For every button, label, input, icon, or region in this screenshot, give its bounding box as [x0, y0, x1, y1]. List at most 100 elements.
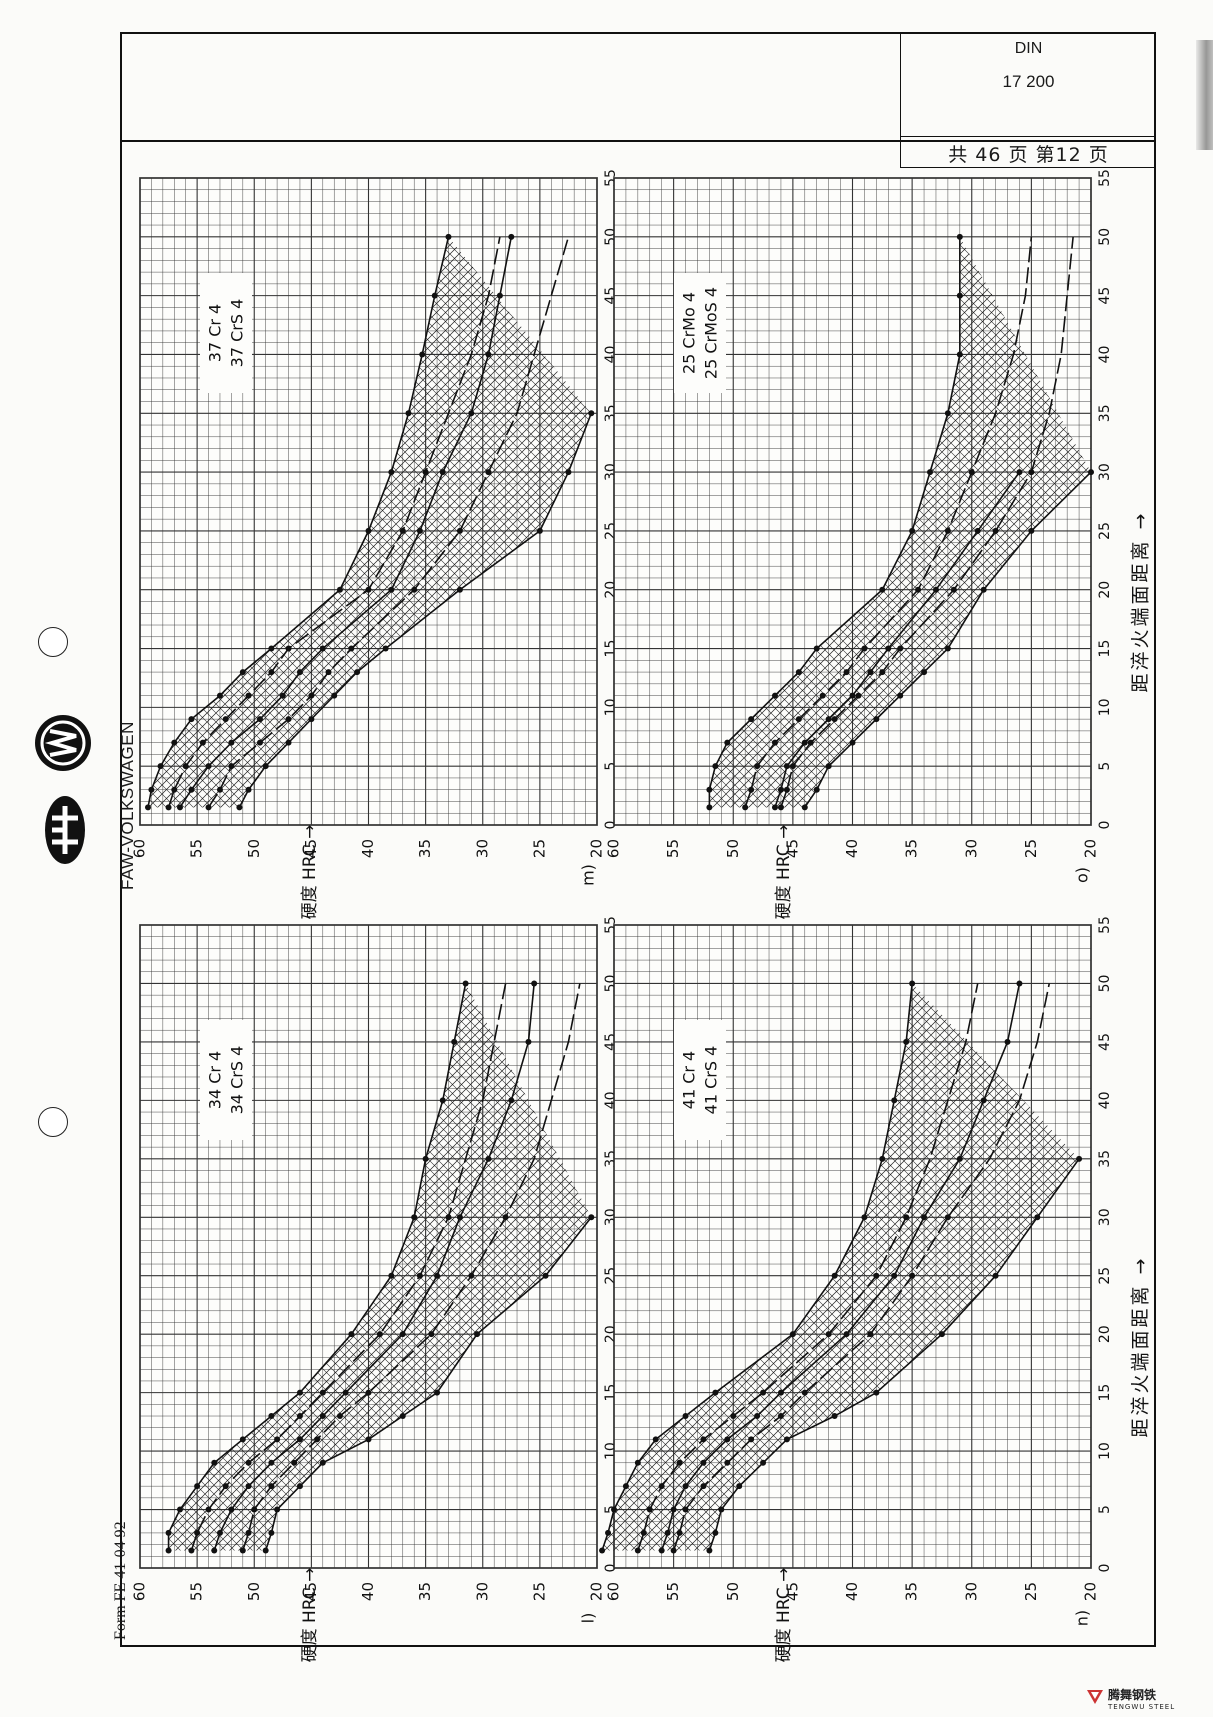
hatch-line [147, 236, 328, 808]
hardness-tick-label: 35 [903, 839, 921, 858]
hatch-line [184, 983, 592, 1551]
hatch-line [1163, 868, 1213, 1568]
data-point [777, 786, 784, 793]
hatch-line [1136, 125, 1213, 825]
distance-tick-label: 20 [1097, 1325, 1113, 1343]
hatch-line [0, 868, 129, 1568]
hatch-line [709, 236, 1091, 808]
data-point [873, 716, 880, 723]
data-point [634, 1459, 641, 1466]
data-point [664, 1529, 671, 1536]
hatch-line [0, 868, 12, 1568]
data-point [891, 1272, 898, 1279]
hatch-line [0, 925, 84, 1625]
data-point [682, 1483, 689, 1490]
data-point [771, 739, 778, 746]
data-point [176, 1506, 183, 1513]
steel-grade-label: 25 CrMoS 4 [702, 287, 721, 379]
data-point [771, 804, 778, 811]
data-point [1016, 980, 1023, 987]
data-point [365, 527, 372, 534]
hatch-line [712, 236, 1091, 808]
chart-panel-l: 6055504540353025200510152025303540455055… [0, 868, 620, 1662]
hatch-line [0, 925, 30, 1625]
hatch-line [168, 983, 391, 1551]
data-point [434, 1389, 441, 1396]
hatch-line [709, 236, 910, 808]
hatch-line [147, 236, 157, 808]
hatch-line [0, 868, 138, 1568]
distance-tick-label: 10 [1097, 698, 1113, 716]
distance-tick-label: 0 [603, 821, 619, 830]
data-point [813, 786, 820, 793]
data-point [813, 645, 820, 652]
data-point [867, 669, 874, 676]
hatch-line [168, 983, 382, 1551]
hatch-line [337, 236, 592, 808]
hatch-line [148, 236, 592, 808]
data-point [724, 1436, 731, 1443]
steel-grade-label: 34 Cr 4 [206, 1051, 225, 1109]
hatch-line [602, 983, 829, 1551]
hatch-line [649, 983, 1080, 1551]
hatch-line [1208, 178, 1213, 878]
data-point [1034, 1214, 1041, 1221]
data-point [445, 233, 452, 240]
data-point [658, 1547, 665, 1554]
data-point [157, 763, 164, 770]
hatch-line [1127, 125, 1213, 825]
data-point [365, 586, 372, 593]
hatch-line [0, 125, 48, 825]
data-point [496, 292, 503, 299]
data-point [205, 804, 212, 811]
data-point [903, 1038, 910, 1045]
data-point [542, 1272, 549, 1279]
hatch-line [0, 125, 129, 825]
data-point [211, 1459, 218, 1466]
data-point [274, 1436, 281, 1443]
hatch-line [0, 125, 147, 825]
hatch-line [0, 868, 30, 1568]
data-point [199, 739, 206, 746]
data-point [771, 692, 778, 699]
hatch-line [757, 236, 1091, 808]
data-point [308, 716, 315, 723]
data-point [706, 786, 713, 793]
distance-tick-label: 50 [1097, 975, 1113, 993]
hatch-line [802, 983, 1080, 1551]
data-point [245, 1529, 252, 1536]
data-point [348, 1331, 355, 1338]
data-point [411, 586, 418, 593]
title-block: DIN 17 200 共 46 页 第12 页 [900, 32, 1156, 168]
data-point [342, 1389, 349, 1396]
chart-panel-o: 60 55 50 45 40 35 30 25 200510152025303540455055… [605, 125, 1213, 919]
data-point [245, 786, 252, 793]
data-point [879, 669, 886, 676]
panel-label: m) [579, 864, 598, 886]
data-point [239, 1547, 246, 1554]
hatch-line [0, 125, 66, 825]
hatch-line [1109, 178, 1213, 878]
hatch-line [1109, 925, 1213, 1625]
data-point [468, 410, 475, 417]
hardness-tick-label: 45 [783, 839, 801, 858]
steel-grade-label: 41 Cr 4 [680, 1051, 699, 1109]
data-point [849, 692, 856, 699]
hardness-tick-label: 25 [1022, 839, 1040, 858]
hatch-line [709, 236, 919, 808]
hardness-tick-label: 40 [359, 839, 377, 858]
data-point [388, 469, 395, 476]
data-point [445, 1214, 452, 1221]
hatch-line [0, 178, 129, 878]
chart-panel-m: 60 55 50 45 40 35 30 25 200510152025303540455055… [0, 125, 620, 919]
data-point [245, 692, 252, 699]
hatch-line [147, 236, 157, 808]
hatch-line [1145, 178, 1213, 878]
data-point [1016, 469, 1023, 476]
distance-tick-label: 50 [1097, 228, 1113, 246]
data-point [485, 469, 492, 476]
hatch-line [0, 868, 57, 1568]
data-point [730, 1413, 737, 1420]
hatch-line [0, 868, 48, 1568]
data-point [376, 1331, 383, 1338]
